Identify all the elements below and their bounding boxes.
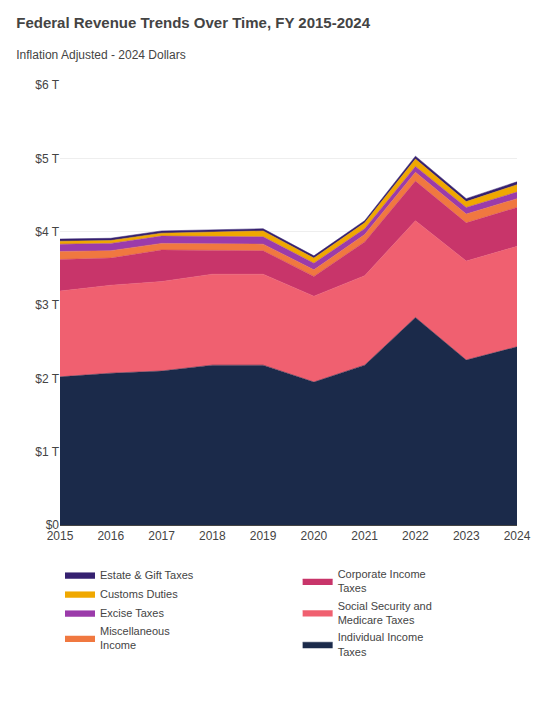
svg-text:2018: 2018 <box>199 529 226 543</box>
svg-text:2023: 2023 <box>453 529 480 543</box>
svg-text:Federal Revenue Trends Over Ti: Federal Revenue Trends Over Time, FY 201… <box>16 14 370 31</box>
svg-text:Inflation Adjusted - 2024 Doll: Inflation Adjusted - 2024 Dollars <box>16 48 185 62</box>
svg-text:Individual IncomeTaxes: Individual IncomeTaxes <box>338 631 424 657</box>
svg-text:2021: 2021 <box>351 529 378 543</box>
svg-text:Excise Taxes: Excise Taxes <box>100 607 164 619</box>
svg-text:2015: 2015 <box>47 529 74 543</box>
svg-text:2017: 2017 <box>148 529 175 543</box>
svg-text:Social Security andMedicare Ta: Social Security andMedicare Taxes <box>338 600 432 626</box>
svg-text:Estate & Gift Taxes: Estate & Gift Taxes <box>100 569 194 581</box>
svg-text:$1 T: $1 T <box>35 445 59 459</box>
svg-text:Customs Duties: Customs Duties <box>100 588 178 600</box>
svg-text:2022: 2022 <box>402 529 429 543</box>
svg-text:2016: 2016 <box>97 529 124 543</box>
svg-text:$3 T: $3 T <box>35 298 59 312</box>
svg-text:MiscellaneousIncome: MiscellaneousIncome <box>100 625 170 651</box>
svg-text:2019: 2019 <box>250 529 277 543</box>
svg-text:Corporate IncomeTaxes: Corporate IncomeTaxes <box>338 568 426 594</box>
svg-text:$4 T: $4 T <box>35 225 59 239</box>
svg-text:$0: $0 <box>46 518 60 532</box>
svg-text:$6 T: $6 T <box>35 78 59 92</box>
svg-text:$5 T: $5 T <box>35 152 59 166</box>
svg-text:2024: 2024 <box>504 529 531 543</box>
svg-text:2020: 2020 <box>301 529 328 543</box>
svg-text:$2 T: $2 T <box>35 372 59 386</box>
